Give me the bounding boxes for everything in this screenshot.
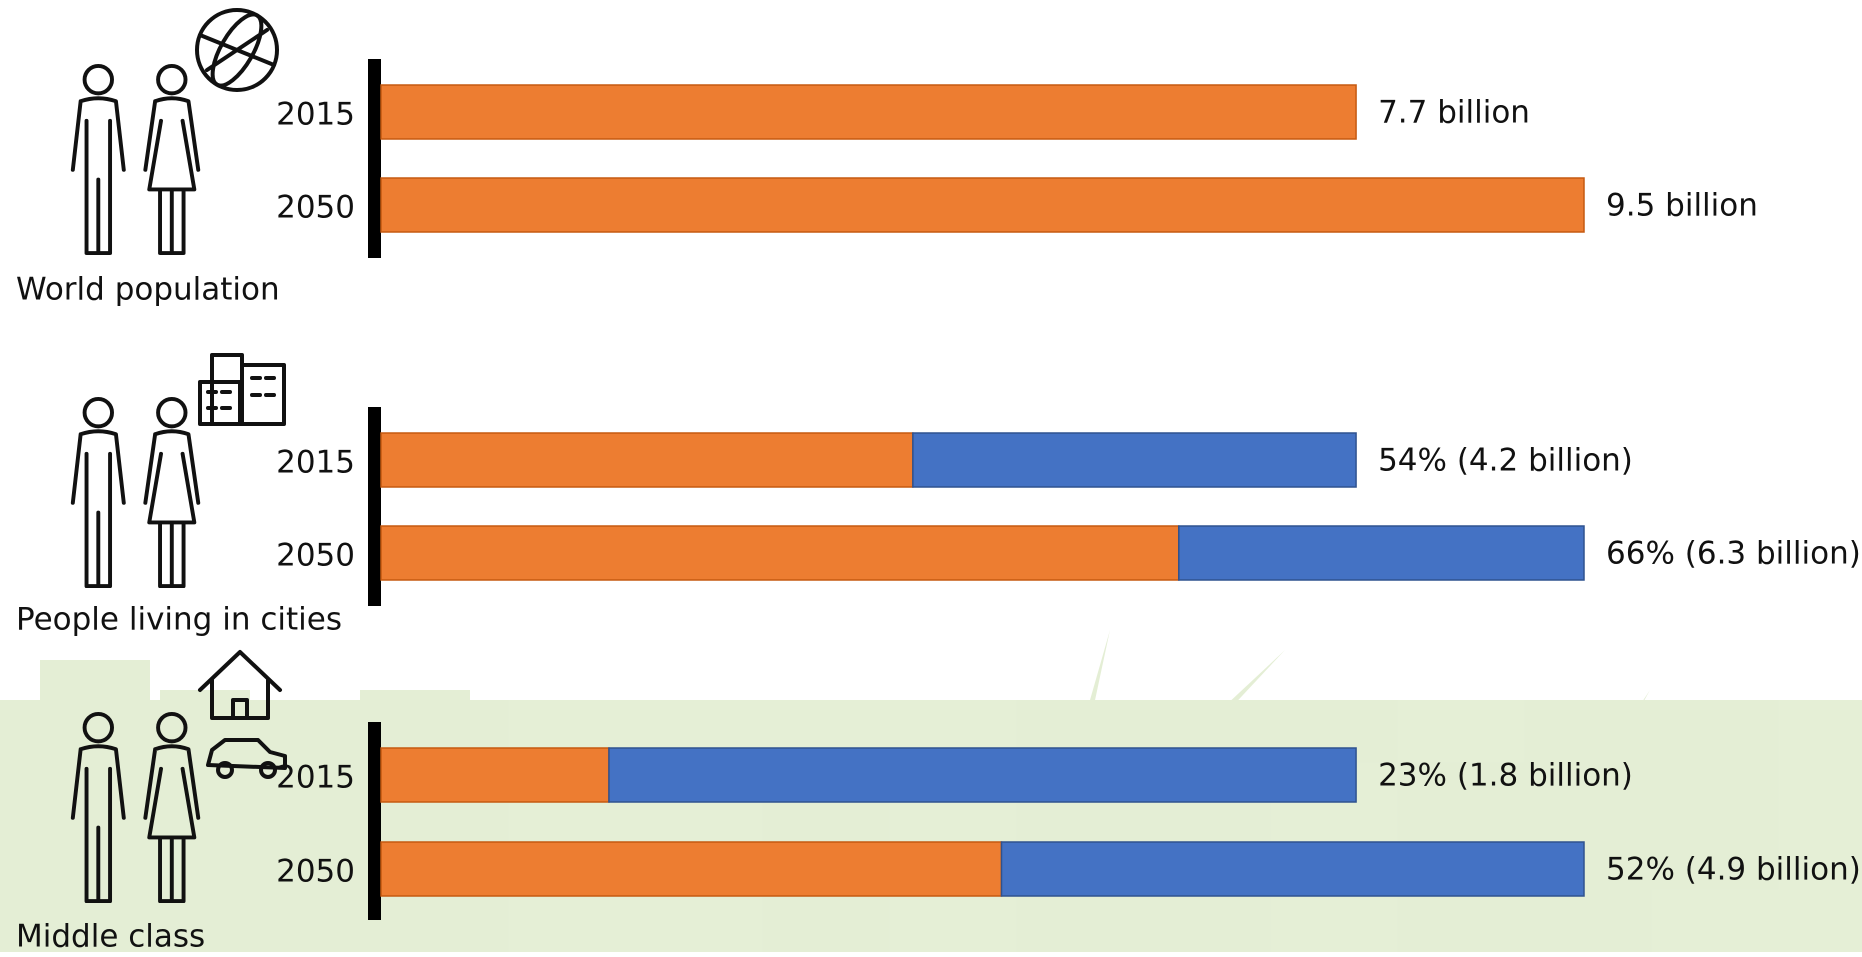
data-label: 52% (4.9 billion): [1606, 852, 1861, 888]
y-tick-label: 2015: [276, 760, 355, 796]
y-tick-label: 2050: [276, 854, 355, 890]
data-label: 9.5 billion: [1606, 188, 1758, 224]
data-label: 66% (6.3 billion): [1606, 536, 1861, 572]
bar-segment: [381, 842, 1001, 896]
people-icon: [73, 66, 198, 253]
y-tick-label: 2050: [276, 190, 355, 226]
bar-segment: [381, 85, 1356, 139]
panel-title: People living in cities: [16, 602, 342, 638]
data-label: 7.7 billion: [1378, 95, 1530, 131]
data-label: 54% (4.2 billion): [1378, 443, 1633, 479]
bar-segment: [609, 748, 1356, 802]
chart: World population 2015 7.7 billion 2050 9.5 b…: [0, 0, 1862, 952]
buildings-icon: [200, 355, 284, 424]
data-label: 23% (1.8 billion): [1378, 758, 1633, 794]
axis-line: [368, 59, 381, 258]
bar-segment: [1001, 842, 1584, 896]
bar-segment: [381, 748, 609, 802]
panel-title: World population: [16, 272, 280, 308]
globe-icon: [197, 7, 277, 92]
y-tick-label: 2015: [276, 445, 355, 481]
y-tick-label: 2050: [276, 538, 355, 574]
panel-title: Middle class: [16, 919, 205, 953]
bar-segment: [381, 178, 1584, 232]
bar-segment: [1179, 526, 1584, 580]
bar-segment: [913, 433, 1356, 487]
bar-segment: [381, 433, 913, 487]
bar-segment: [381, 526, 1179, 580]
y-tick-label: 2015: [276, 97, 355, 133]
axis-line: [368, 407, 381, 606]
axis-line: [368, 722, 381, 920]
people-icon: [73, 399, 198, 586]
